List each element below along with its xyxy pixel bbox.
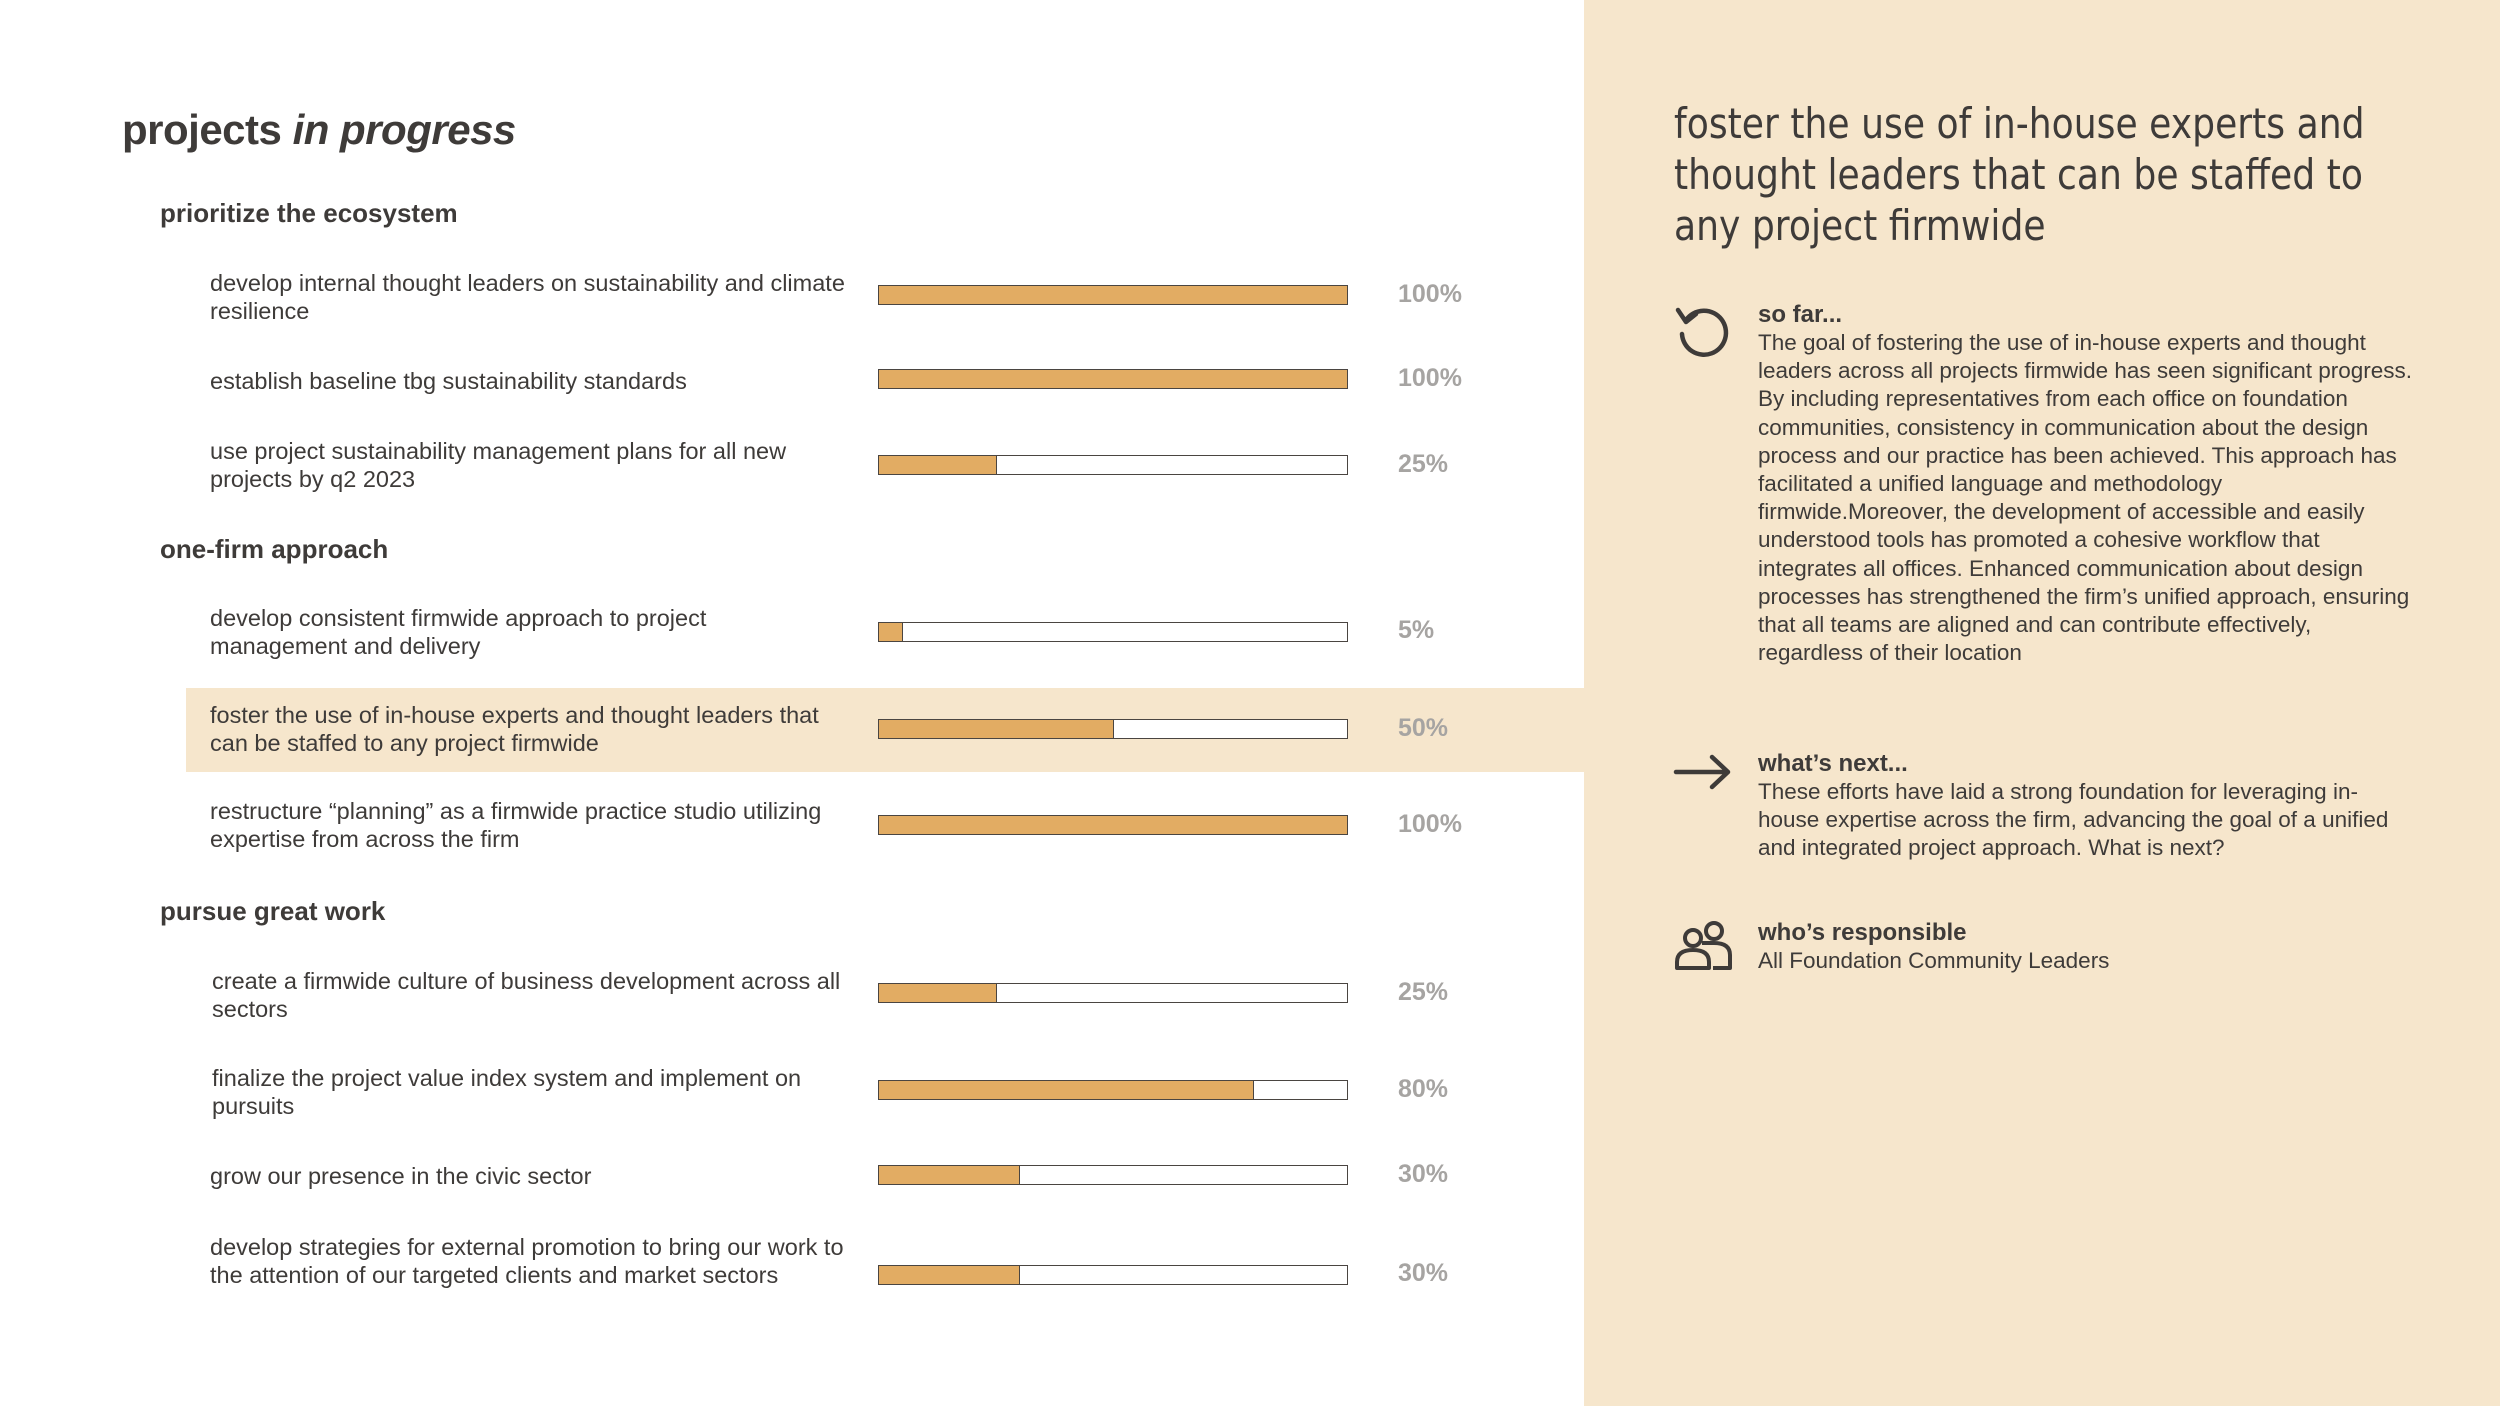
progress-bar [878,719,1348,739]
progress-bar [878,1265,1348,1285]
progress-row[interactable]: grow our presence in the civic sector 30… [0,1160,1584,1194]
progress-row[interactable]: develop internal thought leaders on sust… [0,266,1584,332]
whats-next-block: what’s next... These efforts have laid a… [1758,750,2418,863]
progress-percent: 30% [1398,1259,1449,1287]
progress-bar [878,455,1348,475]
whats-next-text: These efforts have laid a strong foundat… [1758,779,2389,861]
progress-bar-fill [879,456,997,474]
progress-percent: 100% [1398,810,1462,838]
progress-item-label: develop consistent firmwide approach to … [210,605,707,659]
progress-bar-fill [879,1081,1255,1099]
progress-item-label: finalize the project value index system … [212,1065,802,1119]
progress-bar-fill [879,720,1114,738]
progress-percent: 50% [1398,714,1449,742]
progress-item-label: use project sustainability management pl… [210,438,787,492]
page-title: projects in progress [122,106,516,154]
progress-item-label: foster the use of in-house experts and t… [210,702,819,756]
people-icon [1675,921,1732,970]
progress-percent: 80% [1398,1075,1449,1103]
so-far-block: so far... The goal of fostering the use … [1758,301,2418,667]
so-far-text: The goal of fostering the use of in-hous… [1758,330,2413,666]
progress-bar-fill [879,816,1347,834]
responsible-block: who’s responsible All Foundation Communi… [1758,919,2418,975]
arrow-right-icon [1673,754,1731,790]
detail-title: foster the use of in-house experts and t… [1674,99,2365,250]
progress-item-label: develop strategies for external promotio… [210,1234,844,1288]
progress-bar [878,815,1348,835]
progress-bar-fill [879,1166,1021,1184]
progress-row[interactable]: develop strategies for external promotio… [0,1231,1584,1321]
progress-bar [878,983,1348,1003]
progress-percent: 25% [1398,978,1449,1006]
progress-bar-fill [879,984,997,1002]
progress-bar [878,285,1348,305]
progress-bar-fill [879,623,904,641]
progress-item-label: create a firmwide culture of business de… [212,968,841,1022]
progress-percent: 100% [1398,280,1462,308]
detail-panel [1584,0,2500,1406]
progress-percent: 25% [1398,450,1449,478]
progress-item-label: establish baseline tbg sustainability st… [210,368,687,394]
progress-item-label: grow our presence in the civic sector [210,1163,592,1189]
progress-bar-fill [879,1266,1021,1284]
progress-row[interactable]: establish baseline tbg sustainability st… [0,364,1584,398]
progress-bar-fill [879,286,1347,304]
progress-item-label: develop internal thought leaders on sust… [210,270,845,324]
page-title-main: projects [122,106,282,153]
section-heading-one-firm: one-firm approach [160,534,389,564]
section-heading-ecosystem: prioritize the ecosystem [160,198,458,228]
progress-row[interactable]: restructure “planning” as a firmwide pra… [0,796,1584,862]
refresh-icon [1675,307,1729,357]
progress-row[interactable]: finalize the project value index system … [0,1061,1584,1127]
section-heading-great-work: pursue great work [160,896,386,926]
progress-percent: 30% [1398,1160,1449,1188]
responsible-heading: who’s responsible [1758,919,1967,946]
progress-bar-fill [879,370,1347,388]
progress-percent: 5% [1398,616,1435,644]
whats-next-heading: what’s next... [1758,750,1908,777]
progress-row[interactable]: use project sustainability management pl… [0,436,1584,502]
progress-bar [878,622,1348,642]
progress-row-selected[interactable]: foster the use of in-house experts and t… [186,688,1584,772]
progress-item-label: restructure “planning” as a firmwide pra… [210,798,822,852]
progress-bar [878,1165,1348,1185]
page-title-emphasis: in progress [292,106,517,153]
progress-row[interactable]: create a firmwide culture of business de… [0,964,1584,1030]
progress-row[interactable]: develop consistent firmwide approach to … [0,602,1584,668]
so-far-heading: so far... [1758,301,1843,328]
progress-bar [878,369,1348,389]
progress-bar [878,1080,1348,1100]
responsible-text: All Foundation Community Leaders [1758,948,2110,973]
progress-percent: 100% [1398,364,1462,392]
